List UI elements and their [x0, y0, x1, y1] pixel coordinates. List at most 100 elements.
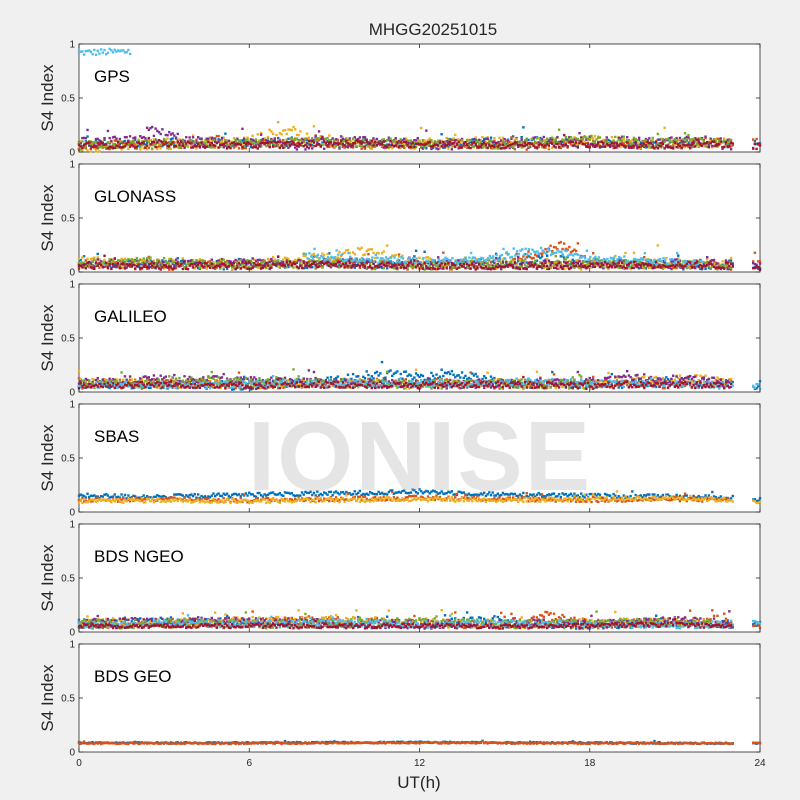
data-point [396, 258, 400, 261]
data-point [307, 136, 311, 139]
data-point [353, 139, 356, 143]
data-point [89, 262, 93, 266]
data-point [181, 267, 185, 271]
data-point [116, 142, 120, 146]
data-point [110, 145, 113, 148]
data-point [496, 145, 500, 148]
data-point [566, 138, 569, 141]
data-point [350, 266, 353, 269]
data-point [251, 134, 254, 138]
data-point [471, 138, 474, 141]
data-point [248, 142, 251, 145]
data-point [699, 265, 702, 268]
data-point [348, 265, 351, 269]
y-tick-label: 0.5 [61, 214, 75, 225]
data-point [229, 260, 232, 263]
data-point [219, 263, 222, 266]
data-point [151, 260, 154, 264]
data-point [200, 141, 203, 144]
data-point [241, 264, 244, 267]
data-point [183, 267, 186, 270]
data-point [687, 145, 690, 149]
data-point [302, 138, 305, 142]
data-point [591, 264, 595, 267]
data-point [607, 260, 611, 263]
data-point [266, 144, 270, 147]
data-point [477, 138, 481, 142]
data-point [551, 146, 554, 150]
data-point [302, 267, 305, 270]
data-point [637, 143, 641, 147]
data-point [249, 138, 253, 141]
data-point [637, 138, 641, 142]
data-point [576, 146, 580, 149]
data-point [413, 141, 416, 145]
data-point [452, 137, 455, 140]
data-point [547, 139, 551, 142]
data-point [123, 267, 127, 270]
data-point [322, 254, 326, 257]
data-point [615, 142, 619, 145]
data-point [497, 258, 500, 261]
data-point [699, 141, 702, 145]
data-point [702, 262, 706, 265]
data-point [132, 145, 135, 148]
data-point [154, 142, 157, 145]
data-point [544, 142, 547, 145]
data-point [535, 259, 539, 262]
data-point [406, 268, 409, 271]
data-point [156, 139, 159, 143]
data-point [689, 267, 692, 270]
data-point [214, 144, 217, 148]
data-point [526, 253, 529, 256]
data-point [132, 263, 135, 267]
data-point [685, 139, 688, 142]
data-point [610, 144, 614, 147]
data-point [728, 145, 731, 148]
y-tick-label: 1 [69, 160, 75, 171]
data-point [658, 144, 661, 148]
data-point [520, 146, 523, 149]
data-point [316, 263, 319, 266]
data-point [81, 261, 84, 264]
data-point [527, 250, 530, 253]
data-point [594, 255, 597, 259]
data-point [130, 143, 133, 147]
data-point [305, 264, 309, 267]
data-point [559, 146, 563, 150]
data-point [304, 143, 307, 147]
data-point [215, 134, 219, 138]
data-point [564, 247, 568, 251]
data-point [700, 142, 704, 146]
data-point [168, 262, 171, 266]
data-point [692, 139, 695, 142]
data-point [540, 255, 544, 258]
data-point [605, 136, 608, 139]
data-point [637, 145, 641, 149]
data-point [94, 147, 98, 150]
data-point [265, 262, 268, 265]
data-point [542, 140, 545, 143]
data-point [588, 262, 591, 266]
data-point [423, 261, 426, 265]
data-point [569, 140, 573, 143]
data-point [719, 140, 723, 143]
data-point [261, 137, 265, 141]
data-point [493, 143, 496, 147]
data-point [372, 139, 375, 142]
data-point [253, 139, 256, 143]
data-point [626, 267, 629, 270]
data-point [178, 146, 181, 150]
data-point [178, 143, 181, 147]
data-point [195, 144, 198, 148]
data-point [171, 141, 174, 144]
data-point [469, 263, 472, 267]
data-point [411, 141, 414, 145]
data-point [145, 267, 149, 270]
data-point [687, 141, 690, 144]
data-point [237, 264, 241, 268]
data-point [282, 265, 285, 268]
data-point [198, 142, 202, 146]
data-point [723, 139, 726, 143]
data-point [500, 139, 503, 142]
